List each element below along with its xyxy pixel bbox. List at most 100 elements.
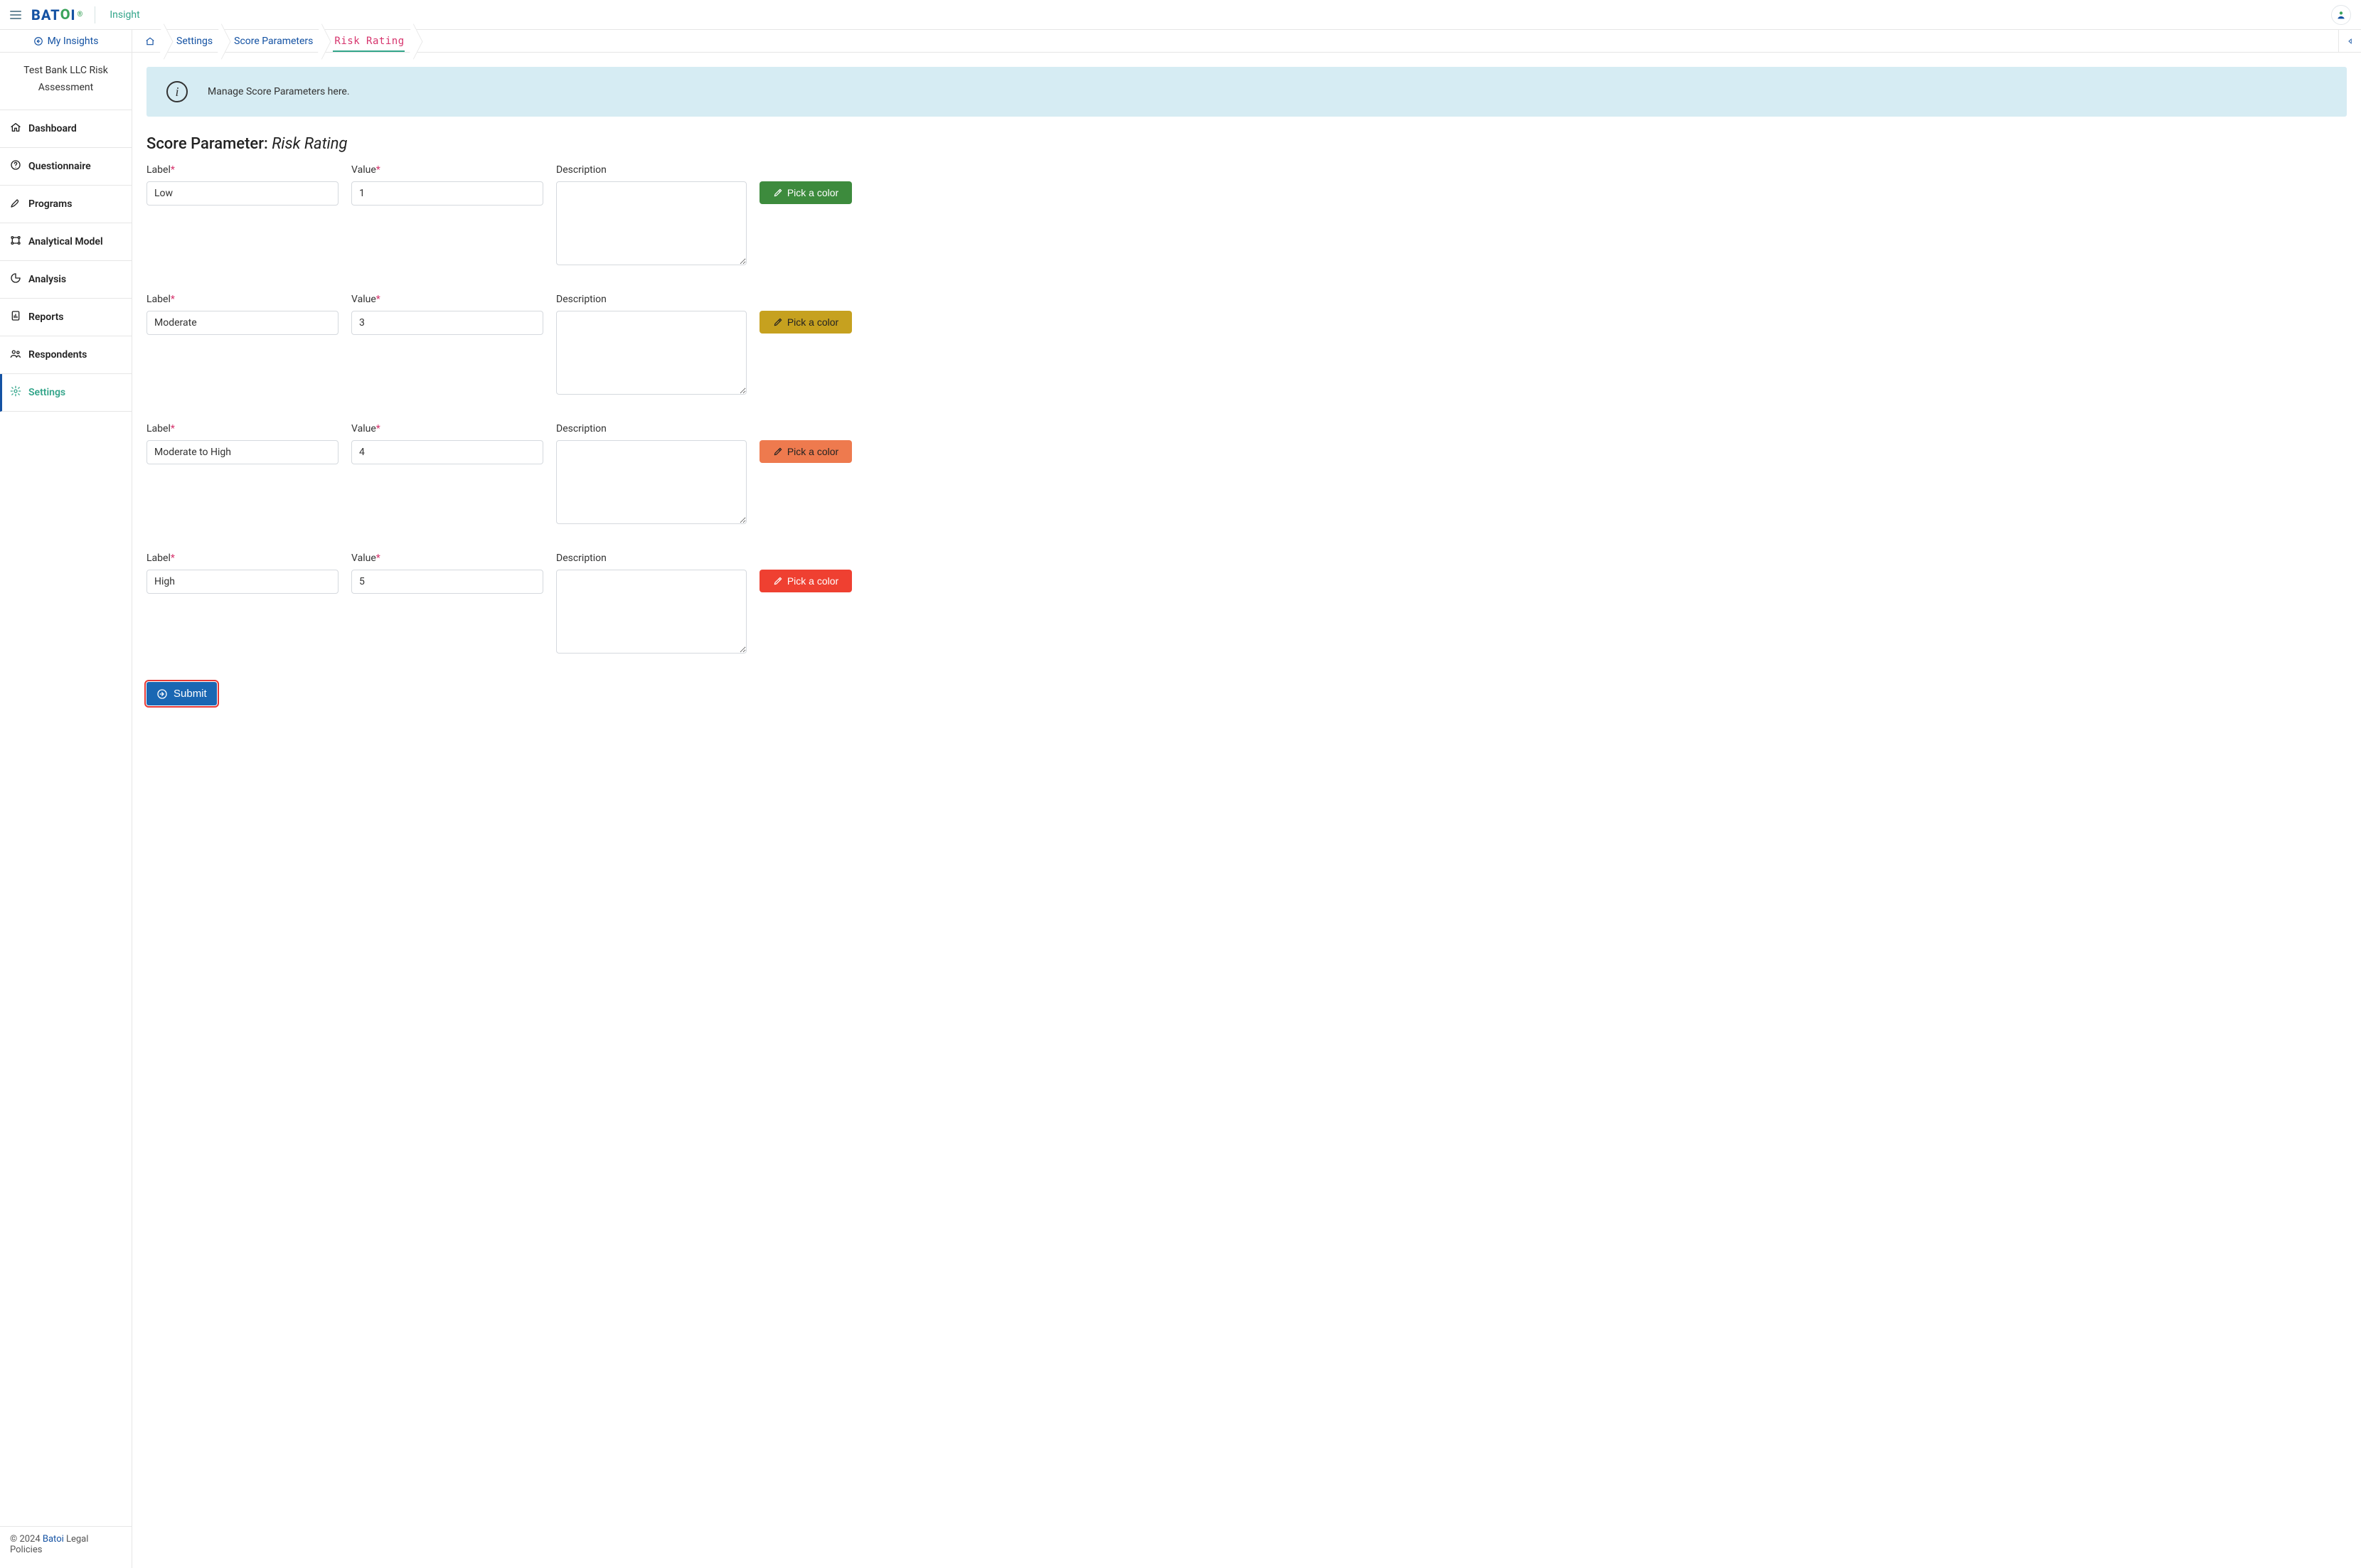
sidebar-item-label: Questionnaire [28, 161, 91, 172]
sidebar: My Insights Test Bank LLC Risk Assessmen… [0, 30, 132, 1568]
sidebar-item-label: Settings [28, 387, 65, 398]
copyright-prefix: © 2024 [10, 1534, 43, 1545]
brand-logo[interactable]: BATOI® [31, 6, 83, 23]
person-icon [2335, 9, 2347, 21]
sidebar-item-label: Programs [28, 198, 72, 210]
topbar: BATOI® Insight [0, 0, 2361, 30]
sidebar-item-label: Respondents [28, 349, 87, 361]
description-field-label: Description [556, 423, 747, 434]
page-title-name: Risk Rating [272, 135, 347, 153]
value-input[interactable] [351, 311, 543, 335]
sidebar-item-reports[interactable]: Reports [0, 299, 132, 336]
triangle-left-icon [2347, 38, 2354, 45]
value-field-label: Value* [351, 423, 543, 434]
page-title: Score Parameter: Risk Rating [146, 135, 2347, 153]
breadcrumb-label: Risk Rating [334, 36, 404, 47]
eyedropper-icon [773, 447, 783, 457]
info-banner-text: Manage Score Parameters here. [208, 86, 350, 97]
my-insights-label: My Insights [48, 36, 99, 47]
breadcrumb-risk-rating[interactable]: Risk Rating [326, 30, 417, 52]
brand-leaf-o: O [60, 6, 71, 23]
submit-button[interactable]: Submit [146, 682, 217, 705]
label-field-label: Label* [146, 294, 339, 305]
help-icon [10, 159, 21, 174]
sidebar-item-respondents[interactable]: Respondents [0, 336, 132, 374]
description-textarea[interactable] [556, 440, 747, 524]
report-icon [10, 310, 21, 324]
pick-color-button[interactable]: Pick a color [760, 181, 852, 204]
my-insights-link[interactable]: My Insights [0, 30, 132, 53]
pick-color-label: Pick a color [787, 575, 838, 587]
pick-color-label: Pick a color [787, 446, 838, 457]
sidebar-item-programs[interactable]: Programs [0, 186, 132, 223]
parameter-row: Label* Value* Description Pick a color [146, 164, 872, 268]
breadcrumb-home[interactable] [141, 30, 168, 52]
gear-icon [10, 385, 21, 400]
value-field-label: Value* [351, 553, 543, 564]
brand-link[interactable]: Batoi [43, 1534, 64, 1545]
description-field-label: Description [556, 553, 747, 564]
pick-color-label: Pick a color [787, 316, 838, 328]
label-field-label: Label* [146, 423, 339, 434]
description-textarea[interactable] [556, 311, 747, 395]
value-input[interactable] [351, 440, 543, 464]
pen-icon [10, 197, 21, 211]
main: Settings Score Parameters Risk Rating i Ma… [132, 30, 2361, 1568]
value-field-label: Value* [351, 294, 543, 305]
pick-color-label: Pick a color [787, 187, 838, 198]
description-textarea[interactable] [556, 181, 747, 265]
value-input[interactable] [351, 181, 543, 206]
sidebar-nav: Dashboard Questionnaire Programs Analytical… [0, 110, 132, 1526]
menu-toggle[interactable] [10, 11, 21, 19]
description-field-label: Description [556, 294, 747, 305]
sidebar-item-dashboard[interactable]: Dashboard [0, 110, 132, 148]
model-icon [10, 235, 21, 249]
content: i Manage Score Parameters here. Score Pa… [132, 53, 2361, 727]
description-textarea[interactable] [556, 570, 747, 654]
sidebar-item-label: Dashboard [28, 123, 77, 134]
breadcrumb-label: Settings [176, 36, 213, 47]
sidebar-item-settings[interactable]: Settings [0, 374, 132, 412]
breadcrumbs-collapse[interactable] [2338, 30, 2361, 52]
breadcrumbs: Settings Score Parameters Risk Rating [132, 30, 2361, 53]
tenant-name: Test Bank LLC Risk Assessment [0, 53, 132, 110]
sidebar-footer: © 2024 Batoi Legal Policies [0, 1526, 132, 1568]
eyedropper-icon [773, 317, 783, 327]
pick-color-button[interactable]: Pick a color [760, 311, 852, 334]
user-avatar[interactable] [2331, 5, 2351, 25]
sidebar-item-label: Analytical Model [28, 236, 103, 247]
brand-registered: ® [77, 11, 83, 18]
parameter-row: Label* Value* Description Pick a color [146, 423, 872, 527]
label-field-label: Label* [146, 553, 339, 564]
brand-prefix: BAT [31, 6, 60, 23]
submit-label: Submit [174, 688, 207, 700]
page-title-prefix: Score Parameter: [146, 135, 272, 153]
parameter-row: Label* Value* Description Pick a color [146, 294, 872, 398]
sidebar-item-analytical-model[interactable]: Analytical Model [0, 223, 132, 261]
pick-color-button[interactable]: Pick a color [760, 570, 852, 592]
label-input[interactable] [146, 181, 339, 206]
label-input[interactable] [146, 311, 339, 335]
sidebar-item-label: Analysis [28, 274, 66, 285]
label-input[interactable] [146, 570, 339, 594]
arrow-left-circle-icon [33, 36, 43, 46]
parameter-row: Label* Value* Description Pick a color [146, 553, 872, 656]
parameters-form: Label*Value*DescriptionPick a colorLabel… [146, 164, 872, 656]
sidebar-item-questionnaire[interactable]: Questionnaire [0, 148, 132, 186]
arrow-right-circle-icon [156, 688, 168, 700]
value-field-label: Value* [351, 164, 543, 176]
description-field-label: Description [556, 164, 747, 176]
pie-icon [10, 272, 21, 287]
home-icon [10, 122, 21, 136]
label-input[interactable] [146, 440, 339, 464]
people-icon [10, 348, 21, 362]
brand-suffix: I [71, 6, 76, 23]
value-input[interactable] [351, 570, 543, 594]
pick-color-button[interactable]: Pick a color [760, 440, 852, 463]
label-field-label: Label* [146, 164, 339, 176]
product-name[interactable]: Insight [110, 9, 139, 21]
breadcrumb-score-parameters[interactable]: Score Parameters [225, 30, 326, 52]
eyedropper-icon [773, 188, 783, 198]
sidebar-item-analysis[interactable]: Analysis [0, 261, 132, 299]
breadcrumb-settings[interactable]: Settings [168, 30, 225, 52]
